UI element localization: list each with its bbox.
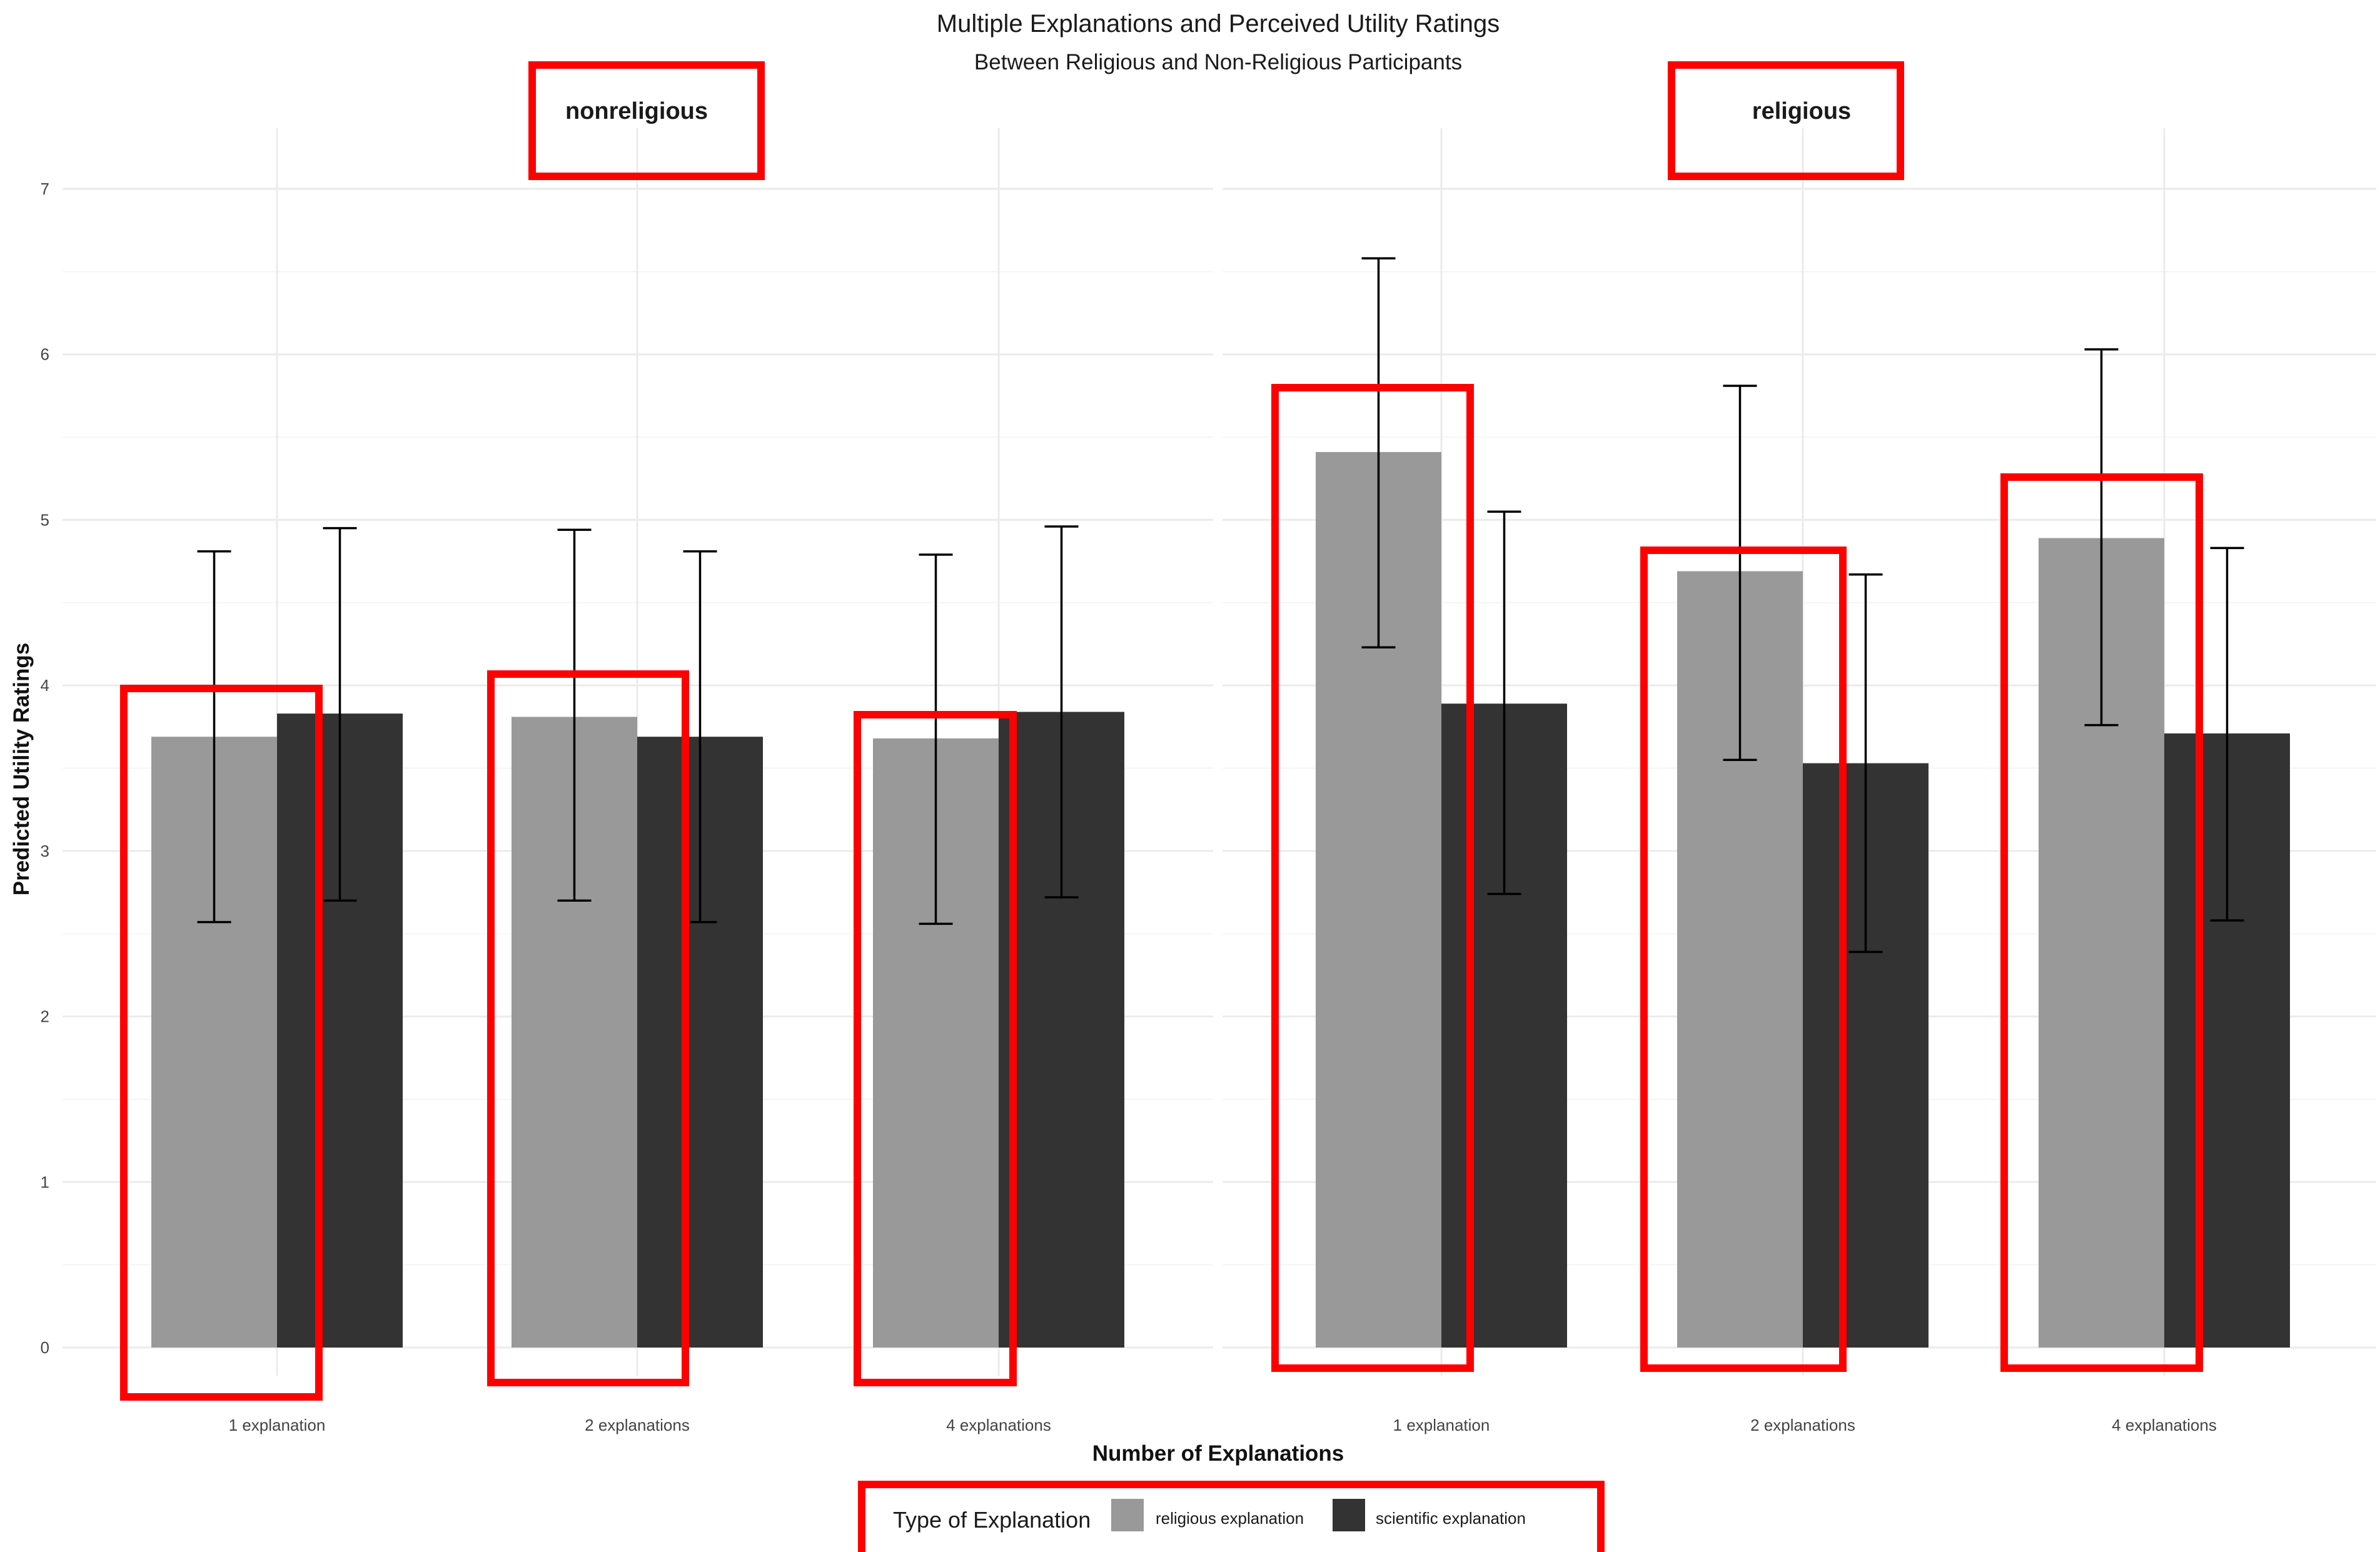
highlight-legend <box>858 1481 1605 1552</box>
highlight-bar-rel-4 <box>2000 473 2203 1372</box>
strip-label-religious: religious <box>1752 98 1851 124</box>
panel-nonreligious: 1 explanation 2 explanations 4 explanation… <box>63 128 1213 1434</box>
panel-bars <box>151 712 1124 1348</box>
y-tick-label: 2 <box>41 1007 49 1026</box>
highlight-bar-nonrel-1 <box>120 685 323 1401</box>
chart-title: Multiple Explanations and Perceived Util… <box>937 10 1500 38</box>
y-tick-label: 7 <box>41 179 49 198</box>
chart-subtitle: Between Religious and Non-Religious Part… <box>974 50 1462 74</box>
highlight-bar-nonrel-2 <box>487 670 689 1386</box>
y-tick-label: 0 <box>41 1338 49 1357</box>
highlight-boxes <box>120 61 2203 1552</box>
y-axis-ticks: 0 1 2 3 4 5 6 7 <box>41 179 49 1357</box>
x-tick-label: 4 explanations <box>946 1416 1051 1434</box>
y-tick-label: 5 <box>41 510 49 529</box>
legend-label-religious: religious explanation <box>1156 1509 1304 1528</box>
highlight-bar-nonrel-4 <box>854 711 1017 1386</box>
x-axis-title: Number of Explanations <box>1092 1441 1344 1466</box>
y-tick-label: 6 <box>41 345 49 364</box>
strip-label-nonreligious: nonreligious <box>565 98 708 124</box>
x-tick-label: 2 explanations <box>1750 1416 1855 1434</box>
x-tick-label: 1 explanation <box>229 1416 326 1434</box>
panel-x-ticks: 1 explanation 2 explanations 4 explanation… <box>229 1416 1051 1434</box>
y-axis-title: Predicted Utility Ratings <box>9 643 34 896</box>
highlight-bar-rel-1 <box>1271 384 1474 1372</box>
legend: Type of Explanation religious explanatio… <box>893 1499 1526 1533</box>
legend-title: Type of Explanation <box>893 1507 1091 1533</box>
panel-bars <box>1316 451 2290 1348</box>
x-tick-label: 2 explanations <box>585 1416 690 1434</box>
panel-religious: 1 explanation 2 explanations 4 explanation… <box>1223 128 2376 1434</box>
highlight-bar-rel-2 <box>1640 547 1847 1372</box>
legend-swatch-scientific <box>1333 1499 1365 1531</box>
highlight-strip-nonreligious <box>528 61 765 180</box>
highlight-strip-religious <box>1668 61 1904 180</box>
legend-label-scientific: scientific explanation <box>1376 1509 1526 1528</box>
panel-error-bars <box>197 525 1079 925</box>
panel-error-bars <box>1361 257 2244 954</box>
y-tick-label: 3 <box>41 842 49 860</box>
x-tick-label: 4 explanations <box>2112 1416 2217 1434</box>
y-tick-label: 4 <box>41 676 49 695</box>
x-tick-label: 1 explanation <box>1393 1416 1490 1434</box>
y-tick-label: 1 <box>41 1172 49 1191</box>
legend-swatch-religious <box>1111 1499 1144 1531</box>
panel-x-ticks: 1 explanation 2 explanations 4 explanation… <box>1393 1416 2217 1434</box>
